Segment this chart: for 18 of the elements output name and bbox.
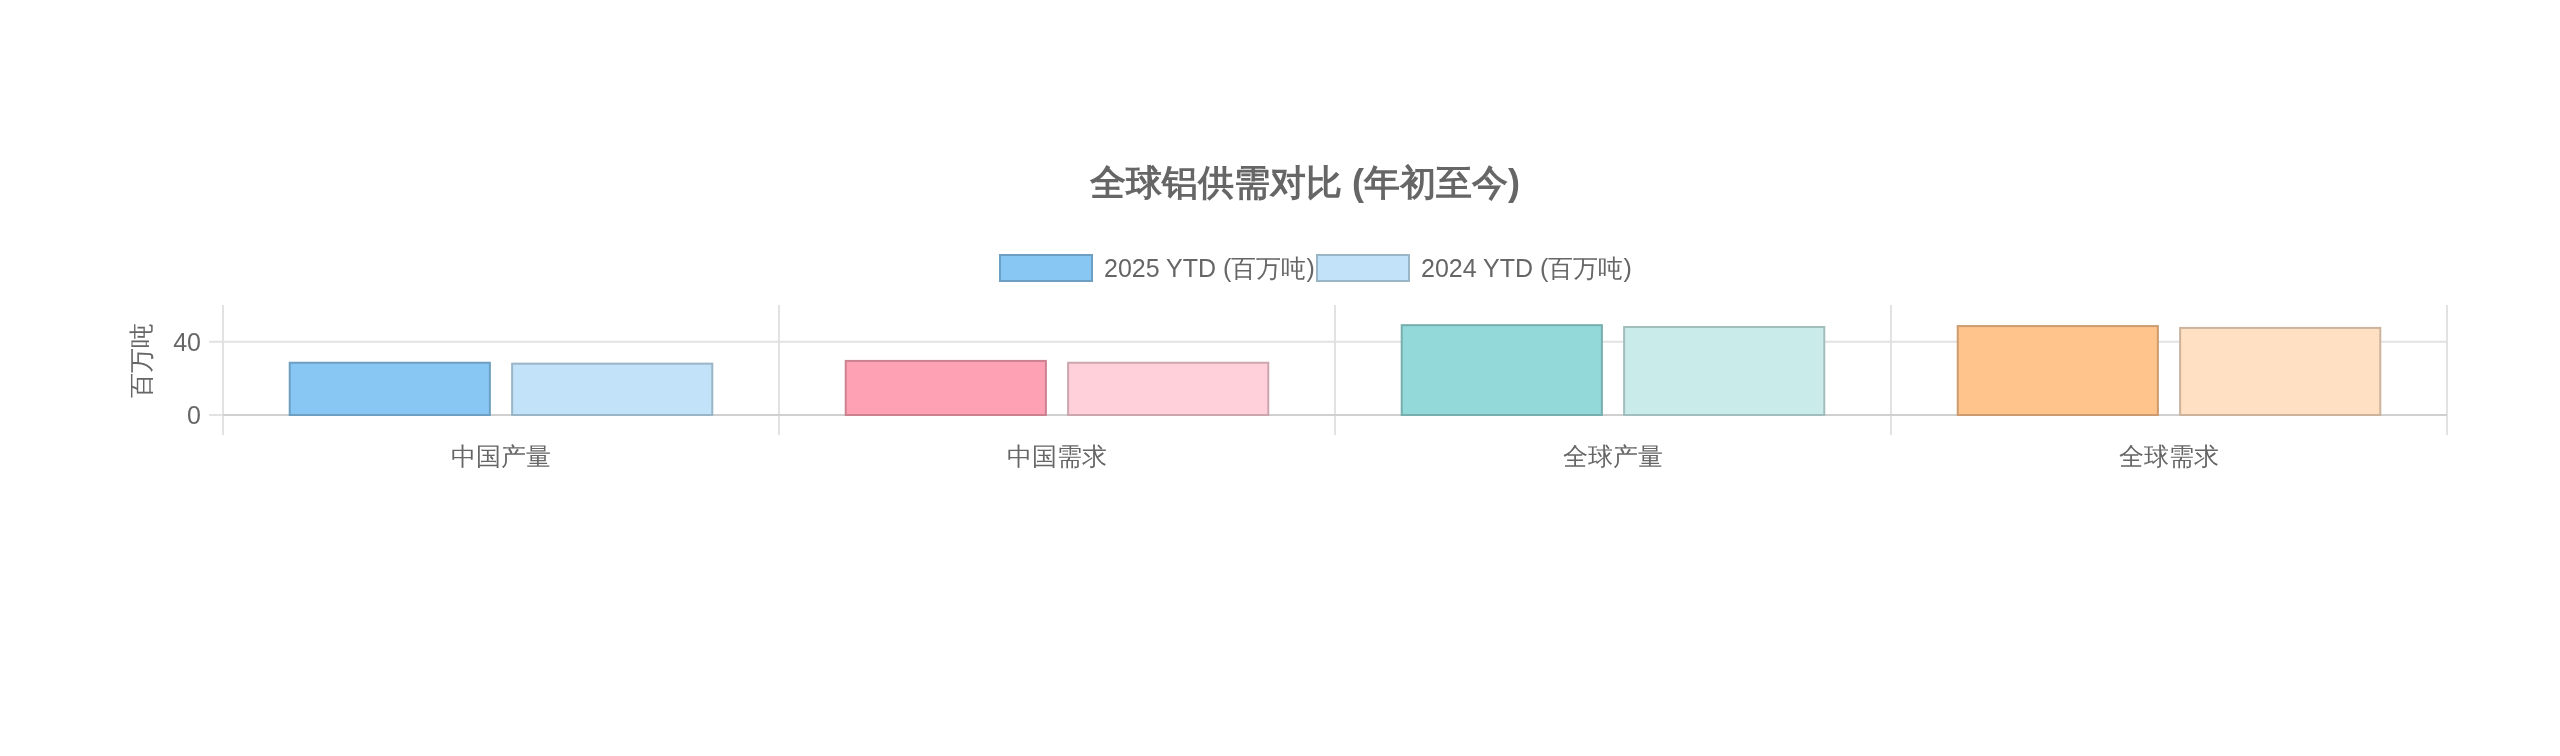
bar xyxy=(844,359,1047,416)
bar xyxy=(288,361,491,416)
bar xyxy=(511,362,714,416)
x-tick-label: 中国产量 xyxy=(451,442,551,470)
x-tick-label: 全球需求 xyxy=(2119,442,2219,470)
bar xyxy=(1400,324,1603,416)
x-tick-label: 全球产量 xyxy=(1563,442,1663,470)
bar xyxy=(1623,326,1826,416)
y-tick-label: 0 xyxy=(187,401,201,429)
legend-label: 2025 YTD (百万吨) xyxy=(1104,254,1315,282)
x-tick-label: 中国需求 xyxy=(1007,442,1107,470)
y-tick-label: 40 xyxy=(173,327,201,356)
y-axis-title: 百万吨 xyxy=(127,322,155,398)
legend-label: 2024 YTD (百万吨) xyxy=(1421,254,1632,282)
bar xyxy=(1067,361,1270,416)
chart-title: 全球铝供需对比 (年初至今) xyxy=(1089,162,1520,203)
bar xyxy=(1956,325,2159,416)
bar xyxy=(2179,326,2382,416)
